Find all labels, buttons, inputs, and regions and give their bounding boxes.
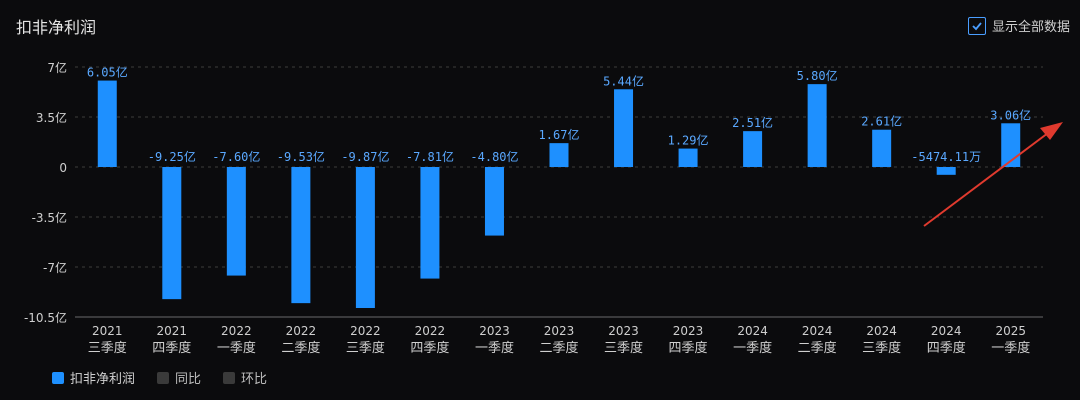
y-tick-label: -7亿: [43, 260, 67, 275]
x-tick-label-quarter: 三季度: [88, 340, 127, 356]
legend-swatch-icon: [157, 371, 170, 384]
bar: [420, 167, 440, 279]
bar: [97, 80, 117, 167]
data-label: -5474.11万: [911, 150, 981, 164]
legend: 扣非净利润 同比 环比: [52, 368, 267, 387]
x-tick-label-year: 2023: [479, 324, 510, 338]
x-tick-label-year: 2023: [608, 324, 639, 338]
x-tick-label-quarter: 一季度: [475, 340, 514, 356]
y-tick-label: 7亿: [47, 60, 67, 75]
legend-label: 扣非净利润: [70, 372, 136, 387]
x-tick-label-quarter: 一季度: [733, 340, 772, 356]
data-label: 6.05亿: [87, 65, 128, 80]
x-tick-label-quarter: 一季度: [991, 340, 1030, 356]
legend-item-qoq[interactable]: 环比: [223, 368, 267, 387]
y-tick-label: 0: [59, 161, 67, 175]
bar: [484, 167, 504, 236]
chart-title: 扣非净利润: [16, 18, 97, 37]
data-label: 5.80亿: [797, 68, 838, 83]
x-tick-label-year: 2022: [350, 324, 381, 338]
x-tick-label-year: 2024: [866, 324, 897, 338]
bar: [355, 167, 375, 308]
x-tick-label-year: 2022: [415, 324, 446, 338]
x-tick-label-year: 2024: [802, 324, 833, 338]
bar: [743, 131, 763, 167]
x-tick-label-quarter: 四季度: [927, 340, 966, 356]
bar: [1001, 123, 1021, 167]
x-tick-label-quarter: 二季度: [281, 340, 320, 356]
show-all-data-toggle[interactable]: 显示全部数据: [967, 16, 1070, 35]
bar: [162, 167, 182, 300]
data-label: -7.60亿: [212, 149, 260, 164]
x-tick-label-quarter: 四季度: [152, 340, 191, 356]
x-tick-label-year: 2023: [544, 324, 575, 338]
x-tick-label-quarter: 一季度: [217, 340, 256, 356]
data-label: -9.53亿: [277, 149, 325, 164]
y-tick-label: 3.5亿: [36, 110, 67, 125]
legend-label: 同比: [175, 372, 202, 387]
data-label: 5.44亿: [603, 73, 644, 88]
x-tick-label-year: 2021: [157, 324, 188, 338]
bar: [614, 89, 634, 167]
x-tick-label-quarter: 二季度: [798, 340, 837, 356]
data-label: 2.61亿: [861, 114, 902, 129]
bar: [807, 84, 827, 167]
x-tick-label-year: 2021: [92, 324, 123, 338]
data-label: 1.67亿: [539, 127, 580, 142]
data-label: -7.81亿: [406, 149, 454, 164]
x-tick-label-quarter: 三季度: [346, 340, 385, 356]
x-tick-label-quarter: 三季度: [862, 340, 901, 356]
annotation-arrow-line: [923, 129, 1053, 227]
y-tick-label: -3.5亿: [32, 210, 67, 225]
x-tick-label-quarter: 四季度: [410, 340, 449, 356]
y-tick-label: -10.5亿: [24, 310, 67, 325]
x-tick-label-year: 2023: [673, 324, 704, 338]
legend-item-yoy[interactable]: 同比: [157, 368, 201, 387]
legend-swatch-icon: [223, 371, 236, 384]
data-label: -4.80亿: [470, 149, 518, 164]
show-all-data-label: 显示全部数据: [991, 20, 1070, 35]
data-label: 2.51亿: [732, 115, 773, 130]
bar: [226, 167, 246, 276]
x-tick-label-quarter: 二季度: [539, 340, 578, 356]
data-label: 1.29亿: [668, 133, 709, 148]
x-tick-label-year: 2022: [221, 324, 252, 338]
legend-item-deducted-net-profit[interactable]: 扣非净利润: [52, 368, 135, 387]
bar: [678, 148, 698, 167]
bar: [291, 167, 311, 304]
x-tick-label-year: 2024: [737, 324, 768, 338]
x-tick-label-year: 2025: [995, 324, 1026, 338]
data-label: -9.25亿: [148, 149, 196, 164]
x-tick-label-quarter: 四季度: [669, 340, 708, 356]
data-label: -9.87亿: [341, 149, 389, 164]
checkbox-checked-icon[interactable]: [967, 16, 986, 35]
bar: [936, 167, 956, 175]
bar: [549, 143, 569, 167]
legend-label: 环比: [241, 372, 268, 387]
x-tick-label-year: 2024: [931, 324, 962, 338]
bar: [872, 129, 892, 167]
legend-swatch-icon: [52, 371, 64, 384]
arrow-head-icon: [1040, 122, 1063, 140]
data-label: 3.06亿: [990, 107, 1031, 122]
x-tick-label-year: 2022: [286, 324, 317, 338]
x-tick-label-quarter: 三季度: [604, 340, 643, 356]
